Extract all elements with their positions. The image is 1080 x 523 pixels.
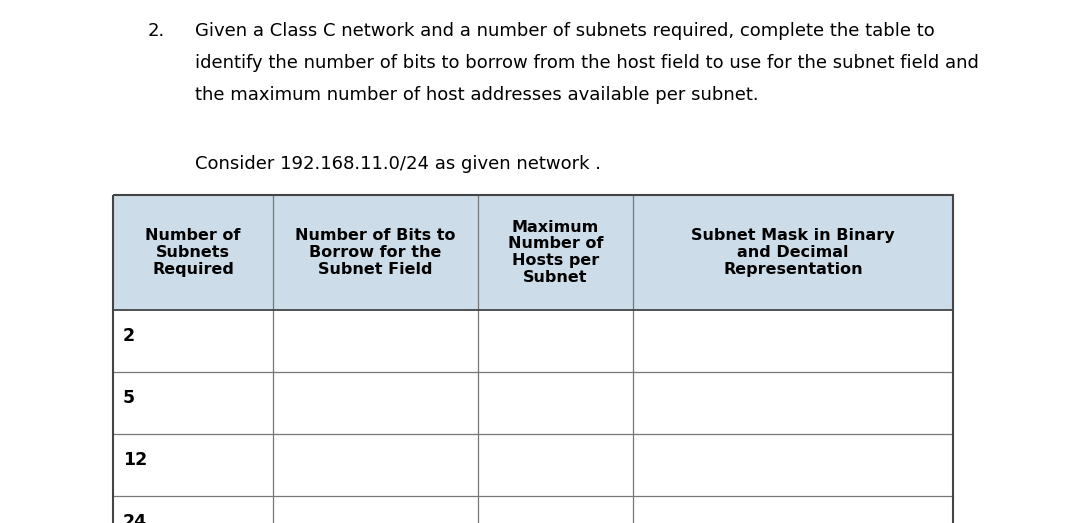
Text: Maximum: Maximum — [512, 220, 599, 234]
Text: Given a Class C network and a number of subnets required, complete the table to: Given a Class C network and a number of … — [195, 22, 935, 40]
Text: and Decimal: and Decimal — [738, 245, 849, 260]
Text: 2: 2 — [123, 327, 135, 345]
Text: Subnets: Subnets — [156, 245, 230, 260]
Text: Number of Bits to: Number of Bits to — [295, 228, 456, 243]
Text: 12: 12 — [123, 451, 147, 469]
Text: Representation: Representation — [724, 262, 863, 277]
Text: identify the number of bits to borrow from the host field to use for the subnet : identify the number of bits to borrow fr… — [195, 54, 978, 72]
Text: Subnet Field: Subnet Field — [319, 262, 433, 277]
Text: Consider 192.168.11.0/24 as given network .: Consider 192.168.11.0/24 as given networ… — [195, 155, 600, 173]
Text: Hosts per: Hosts per — [512, 254, 599, 268]
Bar — [113, 195, 953, 523]
Bar — [113, 195, 953, 310]
Text: the maximum number of host addresses available per subnet.: the maximum number of host addresses ava… — [195, 86, 758, 104]
Text: Number of: Number of — [508, 236, 604, 252]
Text: 24: 24 — [123, 514, 147, 523]
Text: Subnet: Subnet — [523, 270, 588, 286]
Text: Required: Required — [152, 262, 234, 277]
Text: Borrow for the: Borrow for the — [309, 245, 442, 260]
Text: 2.: 2. — [148, 22, 165, 40]
Text: 5: 5 — [123, 389, 135, 407]
Text: Number of: Number of — [145, 228, 241, 243]
Text: Subnet Mask in Binary: Subnet Mask in Binary — [691, 228, 895, 243]
